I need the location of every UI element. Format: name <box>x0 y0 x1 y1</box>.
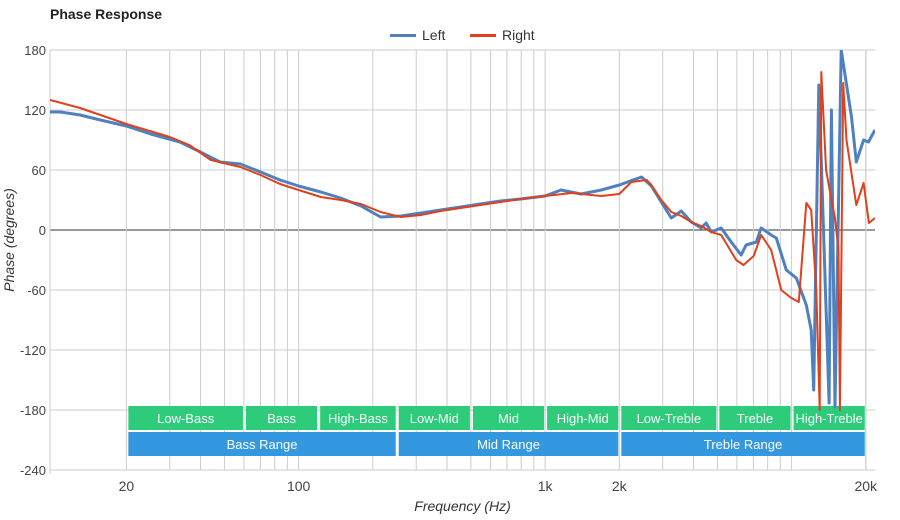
series-line-right <box>50 71 875 411</box>
band-high-bass: High-Bass <box>320 406 396 430</box>
band-low-mid: Low-Mid <box>398 406 470 430</box>
legend-swatch-left <box>390 33 416 37</box>
band-bass-range: Bass Range <box>128 432 396 456</box>
band-rect <box>128 406 243 430</box>
x-axis-label: Frequency (Hz) <box>414 498 510 514</box>
band-rect <box>128 432 396 456</box>
band-mid-range: Mid Range <box>398 432 619 456</box>
legend-label-right: Right <box>502 27 535 43</box>
band-label: Bass <box>267 411 296 426</box>
band-low-treble: Low-Treble <box>621 406 717 430</box>
y-tick-label: 60 <box>32 163 46 178</box>
x-tick-label: 2k <box>612 478 628 494</box>
x-tick-label: 100 <box>287 478 311 494</box>
legend-item-right[interactable]: Right <box>470 27 535 43</box>
band-label: High-Treble <box>795 411 862 426</box>
band-label: Low-Bass <box>157 411 215 426</box>
x-tick-label: 20k <box>854 478 878 494</box>
band-label: Mid <box>498 411 519 426</box>
band-rect <box>621 432 865 456</box>
legend-label-left: Left <box>422 27 446 43</box>
legend-swatch-right <box>470 33 496 37</box>
band-label: Treble Range <box>704 437 782 452</box>
band-rect <box>398 432 619 456</box>
y-tick-label: -240 <box>20 463 46 478</box>
y-tick-label: -120 <box>20 343 46 358</box>
band-rect <box>547 406 619 430</box>
band-rect <box>320 406 396 430</box>
band-high-mid: High-Mid <box>547 406 619 430</box>
x-tick-label: 1k <box>538 478 554 494</box>
y-tick-label: -180 <box>20 403 46 418</box>
band-label: Low-Treble <box>637 411 702 426</box>
band-label: Mid Range <box>477 437 540 452</box>
band-high-treble: High-Treble <box>793 406 865 430</box>
band-rect <box>472 406 545 430</box>
y-tick-label: -60 <box>27 283 46 298</box>
band-low-bass: Low-Bass <box>128 406 243 430</box>
band-label: Treble <box>737 411 773 426</box>
band-label: Bass Range <box>227 437 298 452</box>
band-rect <box>398 406 470 430</box>
band-label: High-Bass <box>328 411 388 426</box>
band-rect <box>621 406 717 430</box>
x-tick-label: 20 <box>119 478 135 494</box>
band-label: High-Mid <box>557 411 609 426</box>
series-line-left <box>50 50 875 409</box>
band-treble-range: Treble Range <box>621 432 865 456</box>
y-tick-label: 0 <box>39 223 46 238</box>
band-bass: Bass <box>245 406 318 430</box>
legend-item-left[interactable]: Left <box>390 27 445 43</box>
band-rect <box>793 406 865 430</box>
y-axis-label: Phase (degrees) <box>1 188 17 292</box>
band-treble: Treble <box>719 406 791 430</box>
band-mid: Mid <box>472 406 545 430</box>
chart-title: Phase Response <box>50 6 163 22</box>
band-rect <box>245 406 318 430</box>
y-tick-label: 180 <box>24 43 46 58</box>
y-tick-label: 120 <box>24 103 46 118</box>
band-rect <box>719 406 791 430</box>
band-label: Low-Mid <box>410 411 459 426</box>
